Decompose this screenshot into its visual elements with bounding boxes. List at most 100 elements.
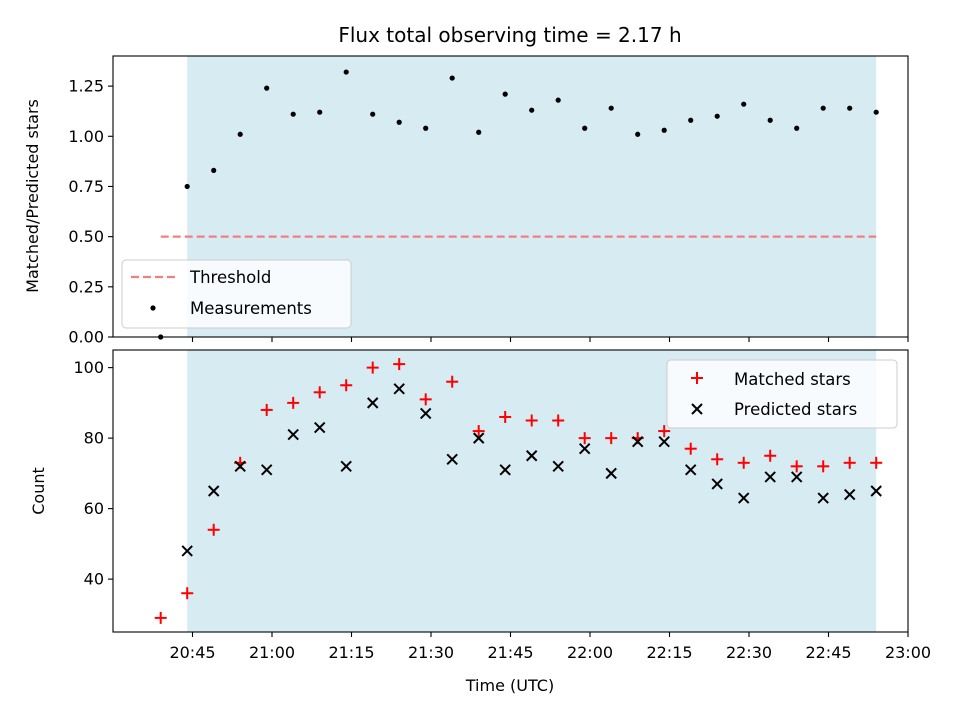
predicted-legend-swatch bbox=[691, 403, 703, 415]
matched-star-point bbox=[446, 375, 459, 388]
predicted-star-point bbox=[764, 471, 776, 483]
x-tick-label: 22:30 bbox=[726, 643, 772, 662]
predicted-star-point bbox=[207, 485, 220, 497]
ratio-y-tick-label: 1.25 bbox=[68, 77, 104, 96]
predicted-star-point bbox=[870, 485, 882, 497]
x-tick-label: 22:45 bbox=[805, 643, 851, 662]
ratio-legend: Threshold Measurements bbox=[121, 259, 352, 329]
matched-star-point bbox=[658, 425, 671, 438]
ratio-y-ticks: 0.00 0.25 0.50 0.75 1.00 1.25 bbox=[68, 77, 113, 347]
measurement-point bbox=[396, 119, 402, 125]
matched-star-point bbox=[552, 414, 565, 427]
predicted-star-point bbox=[472, 432, 485, 444]
measurement-point bbox=[661, 127, 667, 133]
matched-legend-label: Matched stars bbox=[734, 370, 851, 389]
matched-star-point bbox=[207, 523, 220, 536]
measurement-point bbox=[688, 117, 694, 123]
measurement-point bbox=[370, 111, 376, 117]
ratio-series bbox=[158, 69, 879, 340]
predicted-star-point bbox=[366, 397, 379, 409]
measurement-point bbox=[237, 131, 243, 137]
x-tick-label: 20:45 bbox=[169, 643, 215, 662]
predicted-star-point bbox=[393, 383, 405, 395]
x-tick-label: 21:15 bbox=[328, 643, 374, 662]
measurements-legend-label: Measurements bbox=[190, 299, 312, 318]
measurement-point bbox=[317, 109, 323, 115]
matched-star-point bbox=[605, 432, 618, 445]
x-tick-label: 22:00 bbox=[567, 643, 613, 662]
count-y-axis-label: Count bbox=[29, 467, 48, 515]
count-y-tick-label: 100 bbox=[73, 358, 104, 377]
ratio-y-tick-label: 1.00 bbox=[68, 127, 104, 146]
measurement-point bbox=[184, 183, 190, 190]
count-series bbox=[154, 358, 883, 624]
matched-star-point bbox=[817, 460, 830, 473]
matched-star-point bbox=[711, 453, 724, 466]
matched-star-point bbox=[154, 611, 167, 624]
measurement-point bbox=[449, 75, 455, 81]
predicted-star-point bbox=[552, 460, 564, 473]
count-x-ticks: 20:45 21:00 21:15 21:30 21:45 22:00 22:15 22:30… bbox=[169, 632, 931, 662]
ratio-y-tick-label: 0.25 bbox=[68, 277, 104, 296]
measurement-point bbox=[211, 167, 217, 174]
threshold-legend-label: Threshold bbox=[189, 268, 271, 287]
predicted-star-point bbox=[287, 428, 299, 441]
matched-star-point bbox=[578, 432, 591, 445]
x-tick-label: 23:00 bbox=[885, 643, 931, 662]
predicted-star-point bbox=[260, 464, 273, 476]
measurement-point bbox=[423, 125, 429, 131]
matched-star-point bbox=[260, 403, 273, 416]
measurement-point bbox=[794, 125, 800, 131]
matched-star-point bbox=[499, 410, 512, 423]
count-y-tick-label: 80 bbox=[84, 429, 104, 448]
x-axis-label: Time (UTC) bbox=[465, 676, 554, 695]
matched-star-point bbox=[313, 386, 326, 399]
measurement-point bbox=[608, 105, 614, 111]
measurement-point bbox=[635, 131, 641, 137]
x-tick-label: 22:15 bbox=[646, 643, 692, 662]
matched-star-point bbox=[684, 442, 697, 455]
ratio-x-ticks bbox=[191, 337, 909, 342]
predicted-star-point bbox=[684, 464, 697, 476]
measurement-point bbox=[714, 113, 720, 119]
count-legend: Matched stars Predicted stars bbox=[666, 359, 898, 429]
measurements-legend-swatch bbox=[150, 305, 156, 311]
predicted-star-point bbox=[340, 460, 352, 473]
matched-star-point bbox=[870, 456, 883, 469]
matched-star-point bbox=[419, 393, 432, 406]
matched-star-point bbox=[393, 358, 406, 371]
predicted-star-point bbox=[737, 492, 750, 504]
measurement-point bbox=[767, 117, 773, 123]
matched-star-point bbox=[287, 396, 300, 409]
ratio-y-tick-label: 0.50 bbox=[68, 227, 104, 246]
matched-star-point bbox=[181, 587, 194, 600]
matched-star-point bbox=[340, 379, 353, 392]
measurement-point bbox=[873, 109, 879, 115]
measurement-point bbox=[820, 105, 826, 111]
predicted-star-point bbox=[631, 435, 644, 448]
measurement-point bbox=[847, 105, 853, 111]
predicted-star-point bbox=[843, 488, 856, 501]
predicted-star-point bbox=[578, 442, 591, 455]
predicted-star-point bbox=[605, 467, 617, 480]
measurement-point bbox=[343, 69, 349, 75]
chart-title: Flux total observing time = 2.17 h bbox=[338, 23, 681, 47]
predicted-star-point bbox=[499, 464, 511, 476]
measurement-point bbox=[502, 91, 508, 97]
matched-star-point bbox=[525, 414, 538, 427]
ratio-legend-box bbox=[121, 259, 352, 329]
ratio-y-tick-label: 0.00 bbox=[68, 328, 104, 347]
measurement-point bbox=[741, 101, 747, 107]
matched-legend-swatch bbox=[691, 372, 703, 384]
x-tick-label: 21:00 bbox=[249, 643, 295, 662]
matched-star-point bbox=[472, 425, 485, 438]
predicted-legend-label: Predicted stars bbox=[734, 400, 857, 419]
measurement-point bbox=[476, 129, 482, 135]
count-y-tick-label: 60 bbox=[84, 499, 104, 518]
matched-star-point bbox=[366, 361, 379, 374]
predicted-star-point bbox=[790, 471, 803, 483]
measurement-point bbox=[582, 125, 588, 131]
matched-star-point bbox=[764, 449, 777, 462]
ratio-y-tick-label: 0.75 bbox=[68, 177, 104, 196]
